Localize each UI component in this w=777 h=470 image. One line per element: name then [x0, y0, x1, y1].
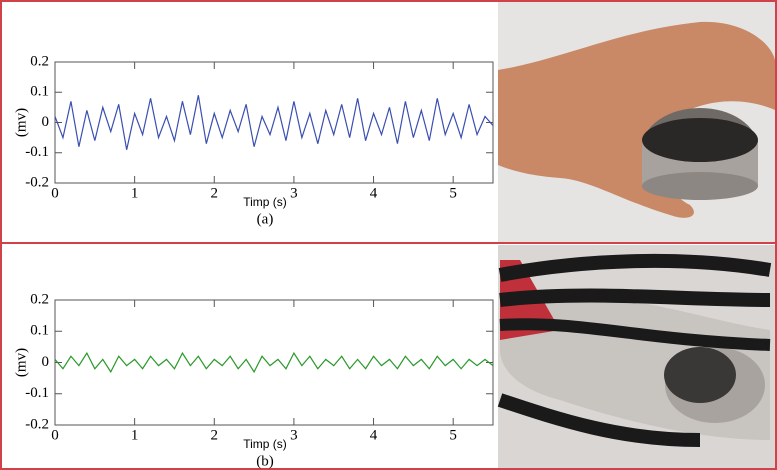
y-tick-label: 0.1 [30, 84, 49, 100]
x-tick-label: 1 [131, 427, 139, 443]
caption: (a) [257, 211, 274, 227]
x-tick-label: 2 [211, 427, 219, 443]
x-tick-label: 4 [370, 185, 378, 201]
x-tick-label: 0 [51, 427, 59, 443]
x-axis-label: Timp (s) [243, 195, 287, 209]
x-tick-label: 3 [290, 185, 298, 201]
y-tick-label: 0.1 [30, 323, 49, 339]
y-tick-label: 0.2 [30, 53, 49, 69]
signal-line [54, 351, 494, 374]
y-tick-label: -0.2 [25, 416, 49, 432]
y-tick-label: 0 [42, 354, 50, 370]
y-tick-label: -0.1 [25, 144, 49, 160]
x-axis-label: Timp (s) [243, 437, 287, 451]
x-tick-label: 4 [370, 427, 378, 443]
x-tick-label: 2 [211, 185, 219, 201]
y-tick-label: -0.2 [25, 174, 49, 190]
x-tick-label: 1 [131, 185, 139, 201]
y-tick-label: 0.2 [30, 291, 49, 307]
x-tick-label: 0 [51, 185, 59, 201]
x-tick-label: 3 [290, 427, 298, 443]
x-tick-label: 5 [449, 427, 457, 443]
y-axis-label: (mv) [13, 348, 29, 377]
y-axis-label: (mv) [13, 108, 29, 137]
photo-a [498, 2, 775, 242]
y-tick-label: -0.1 [25, 385, 49, 401]
x-tick-label: 5 [449, 185, 457, 201]
y-tick-label: 0 [42, 114, 50, 130]
caption: (b) [256, 453, 274, 469]
signal-line [54, 95, 494, 150]
photo-b [497, 245, 775, 468]
